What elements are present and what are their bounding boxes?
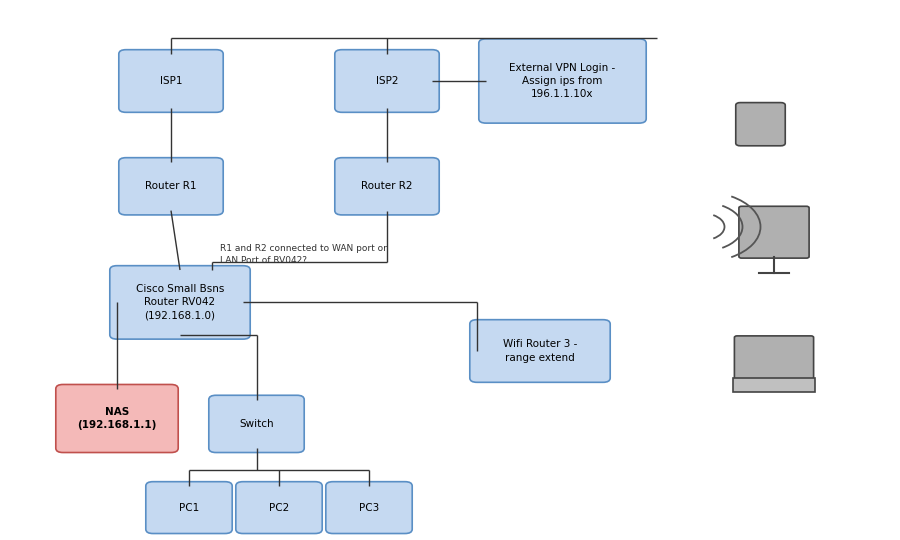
FancyBboxPatch shape (335, 50, 439, 112)
FancyBboxPatch shape (733, 378, 815, 392)
Text: Cisco Small Bsns
Router RV042
(192.168.1.0): Cisco Small Bsns Router RV042 (192.168.1… (136, 284, 224, 321)
Text: ISP2: ISP2 (376, 76, 398, 86)
FancyBboxPatch shape (479, 39, 646, 123)
FancyBboxPatch shape (209, 395, 304, 453)
FancyBboxPatch shape (110, 266, 250, 339)
FancyBboxPatch shape (736, 103, 785, 146)
Text: PC1: PC1 (179, 503, 199, 512)
FancyBboxPatch shape (335, 158, 439, 215)
Text: Router R1: Router R1 (145, 181, 197, 191)
Text: Wifi Router 3 -
range extend: Wifi Router 3 - range extend (503, 340, 577, 362)
Text: R1 and R2 connected to WAN port or
LAN Port of RV042?: R1 and R2 connected to WAN port or LAN P… (220, 244, 387, 265)
FancyBboxPatch shape (236, 482, 322, 534)
FancyBboxPatch shape (119, 158, 223, 215)
Text: PC2: PC2 (269, 503, 289, 512)
Text: External VPN Login -
Assign ips from
196.1.1.10x: External VPN Login - Assign ips from 196… (509, 63, 616, 99)
Text: ISP1: ISP1 (160, 76, 182, 86)
FancyBboxPatch shape (470, 320, 610, 382)
Text: Router R2: Router R2 (361, 181, 413, 191)
Text: NAS
(192.168.1.1): NAS (192.168.1.1) (77, 407, 157, 430)
FancyBboxPatch shape (146, 482, 232, 534)
Text: Switch: Switch (239, 419, 274, 429)
FancyBboxPatch shape (739, 206, 809, 258)
FancyBboxPatch shape (326, 482, 412, 534)
FancyBboxPatch shape (119, 50, 223, 112)
Text: PC3: PC3 (359, 503, 379, 512)
FancyBboxPatch shape (56, 384, 178, 453)
FancyBboxPatch shape (734, 336, 814, 380)
